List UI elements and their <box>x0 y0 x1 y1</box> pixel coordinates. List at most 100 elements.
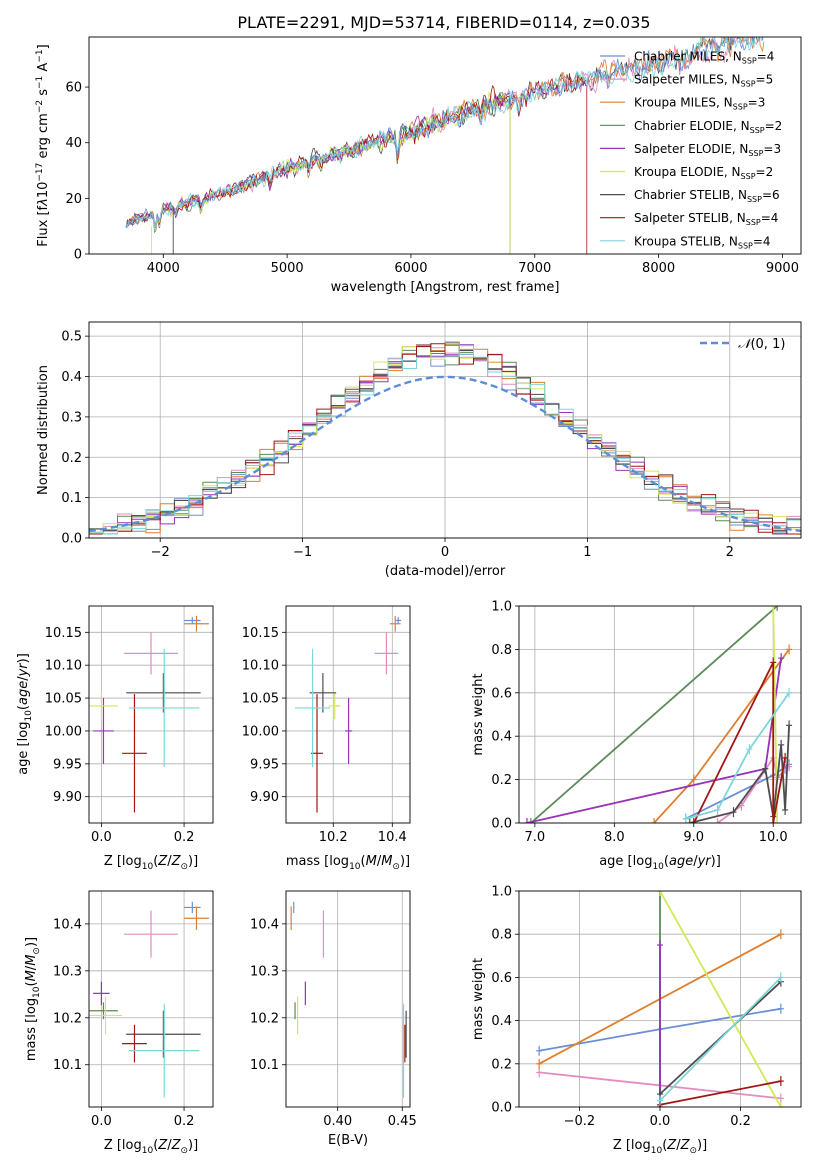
axes-frame <box>285 605 411 824</box>
y-tick-label: 0.6 <box>491 686 512 701</box>
x-axis-label: E(B-V) <box>328 1133 368 1148</box>
y-tick-label: 9.95 <box>250 757 279 772</box>
x-tick-label: 10.4 <box>378 830 407 845</box>
y-tick-label: 0.0 <box>491 1101 512 1116</box>
x-axis-label: Z [log10(Z/Z⊙)] <box>104 854 198 872</box>
axes-frame <box>88 890 214 1108</box>
y-tick-label: 40 <box>65 136 82 151</box>
y-axis-label: mass weight <box>471 958 486 1040</box>
y-tick-label: 0.4 <box>61 370 82 385</box>
x-tick-label: 6000 <box>394 261 427 276</box>
x-tick-label: −2 <box>151 545 170 560</box>
y-tick-label: 20 <box>65 192 82 207</box>
x-tick-label: 2 <box>726 545 734 560</box>
weight_vs_age-plot-area <box>523 606 793 823</box>
y-axis-label: mass weight <box>471 673 486 755</box>
x-tick-label: 10.0 <box>759 830 788 845</box>
y-tick-label: 10.4 <box>250 917 279 932</box>
legend-label: Salpeter MILES, NSSP=5 <box>634 73 773 89</box>
axes-frame <box>285 890 411 1108</box>
y-tick-label: 10.15 <box>45 626 82 641</box>
x-tick-label: 0.0 <box>650 1114 671 1129</box>
y-tick-label: 10.1 <box>53 1058 82 1073</box>
y-tick-label: 10.10 <box>242 659 279 674</box>
weight-line <box>659 891 782 1107</box>
legend: 𝒩(0, 1) <box>700 337 785 352</box>
weight_vs_Z-axes: −0.2 0.0 0.2 0.0 0.2 0.4 0.6 0.8 1.0 Z [log10(Z/Z… <box>471 885 802 1156</box>
spectrum-line <box>125 37 764 229</box>
legend-label: 𝒩(0, 1) <box>738 337 785 352</box>
y-tick-label: 10.00 <box>45 724 82 739</box>
x-tick-label: −0.2 <box>564 1114 596 1129</box>
axes-frame <box>88 321 802 539</box>
x-tick-label: 5000 <box>271 261 304 276</box>
x-tick-label: 0.2 <box>730 1114 751 1129</box>
y-tick-label: 0.8 <box>491 928 512 943</box>
y-tick-label: 0.2 <box>491 1057 512 1072</box>
y-tick-label: 10.05 <box>242 692 279 707</box>
y-tick-label: 60 <box>65 81 82 96</box>
y-tick-label: 10.4 <box>53 917 82 932</box>
residual-histogram <box>89 345 801 538</box>
x-tick-label: 8.0 <box>604 830 625 845</box>
y-tick-label: 9.95 <box>53 757 82 772</box>
legend-label: Chabrier MILES, NSSP=4 <box>634 50 774 66</box>
legend-label: Kroupa MILES, NSSP=3 <box>634 96 765 112</box>
axes-frame <box>88 36 802 255</box>
x-tick-label: −1 <box>293 545 312 560</box>
legend-label: Salpeter STELIB, NSSP=4 <box>634 211 778 227</box>
x-axis-label: mass [log10(M/M⊙)] <box>286 854 410 872</box>
y-tick-label: 0.2 <box>61 451 82 466</box>
x-tick-label: 0 <box>441 545 449 560</box>
spectrum-axes: 4000 5000 6000 7000 8000 9000 0 20 40 60 wavelengt… <box>35 36 802 295</box>
y-tick-label: 0 <box>74 248 82 263</box>
y-tick-label: 0.4 <box>491 730 512 745</box>
y-tick-label: 0.5 <box>61 330 82 345</box>
weight-line <box>530 606 778 823</box>
residuals-plot-area <box>89 341 801 538</box>
weight_vs_age-axes: 7.0 8.0 9.0 10.0 0.0 0.2 0.4 0.6 0.8 1.0 age [log1… <box>471 600 802 872</box>
y-tick-label: 10.05 <box>45 692 82 707</box>
legend-label: Salpeter ELODIE, NSSP=3 <box>634 142 781 158</box>
x-tick-label: 9.0 <box>683 830 704 845</box>
mass_vs_Z-plot-area <box>89 901 209 1098</box>
y-axis-label: Normed distribution <box>36 365 51 495</box>
y-axis-label: age [log10(age/yr)] <box>16 653 34 775</box>
x-tick-label: 0.2 <box>174 830 195 845</box>
y-tick-label: 10.00 <box>242 724 279 739</box>
y-tick-label: 1.0 <box>491 885 512 900</box>
y-tick-label: 10.3 <box>250 964 279 979</box>
spectrum-line <box>125 37 763 229</box>
x-axis-label: age [log10(age/yr)] <box>599 854 721 872</box>
weight-line <box>685 692 790 820</box>
weight_vs_Z-plot-area <box>536 891 784 1107</box>
x-tick-label: 7000 <box>518 261 551 276</box>
plots: 4000 5000 6000 7000 8000 90000204060wavelengt… <box>16 36 802 1156</box>
x-axis-label: Z [log10(Z/Z⊙)] <box>104 1138 198 1156</box>
legend-label: Chabrier STELIB, NSSP=6 <box>634 188 780 204</box>
y-tick-label: 0.1 <box>61 491 82 506</box>
age_vs_Z-axes: 0.0 0.2 9.90 9.95 10.00 10.05 10.10 10.15 Z [log… <box>16 605 214 872</box>
x-axis-label: Z [log10(Z/Z⊙)] <box>613 1138 707 1156</box>
x-tick-label: 9000 <box>766 261 799 276</box>
y-tick-label: 10.2 <box>53 1011 82 1026</box>
spectrum-title: PLATE=2291, MJD=53714, FIBERID=0114, z=0… <box>237 13 650 32</box>
x-tick-label: 0.40 <box>323 1114 352 1129</box>
x-tick-label: 7.0 <box>525 830 546 845</box>
y-tick-label: 0.3 <box>61 410 82 425</box>
y-tick-label: 9.90 <box>250 790 279 805</box>
y-tick-label: 0.2 <box>491 773 512 788</box>
x-tick-label: 0.0 <box>91 1114 112 1129</box>
x-tick-label: 10.2 <box>319 830 348 845</box>
x-tick-label: 0.0 <box>91 830 112 845</box>
weight-line <box>692 662 786 823</box>
y-axis-label: Flux [fλ10−17 erg cm−2 s−1 A−1] <box>35 44 51 246</box>
spectrum-plot-area <box>125 37 765 254</box>
y-tick-label: 0.4 <box>491 1014 512 1029</box>
legend-label: Kroupa STELIB, NSSP=4 <box>634 234 771 250</box>
y-tick-label: 10.10 <box>45 659 82 674</box>
y-tick-label: 0.0 <box>61 532 82 547</box>
x-tick-label: 8000 <box>642 261 675 276</box>
legend-label: Kroupa ELODIE, NSSP=2 <box>634 165 773 181</box>
